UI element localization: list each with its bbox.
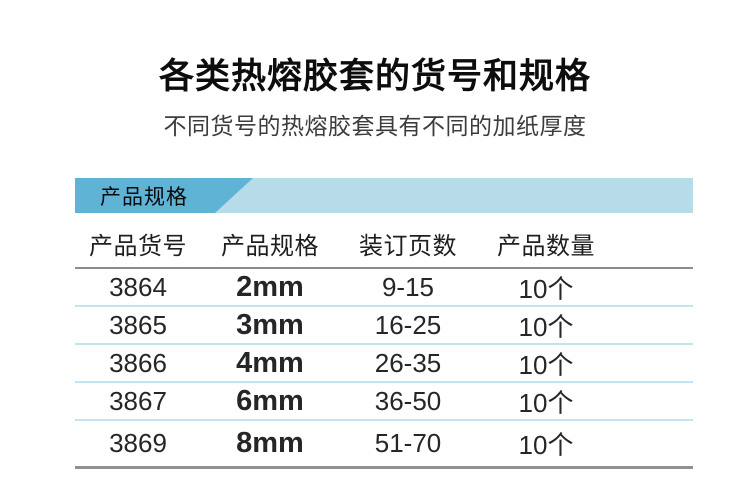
cell-product-code: 3864 — [109, 272, 167, 302]
cell-product-spec: 6mm — [236, 385, 304, 417]
column-header-binding-pages: 装订页数 — [359, 233, 457, 260]
column-header-product-spec: 产品规格 — [221, 233, 319, 260]
page-title: 各类热熔胶套的货号和规格 — [158, 57, 591, 96]
cell-product-spec: 3mm — [236, 309, 304, 341]
cell-product-spec: 4mm — [236, 347, 304, 379]
cell-product-quantity: 10个 — [518, 312, 574, 342]
table-row: 3867 6mm 36-50 10个 — [75, 383, 693, 421]
table-row: 3864 2mm 9-15 10个 — [75, 269, 693, 307]
cell-product-code: 3865 — [109, 310, 167, 340]
page-subtitle: 不同货号的热熔胶套具有不同的加纸厚度 — [163, 113, 587, 139]
cell-product-quantity: 10个 — [518, 430, 574, 460]
cell-binding-pages: 16-25 — [374, 310, 442, 340]
cell-binding-pages: 9-15 — [381, 272, 435, 302]
cell-product-quantity: 10个 — [518, 388, 574, 418]
cell-binding-pages: 26-35 — [374, 348, 442, 378]
cell-binding-pages: 36-50 — [374, 386, 442, 416]
table-row: 3869 8mm 51-70 10个 — [75, 421, 693, 469]
section-banner-label: 产品规格 — [100, 185, 188, 209]
cell-product-spec: 8mm — [236, 427, 304, 459]
column-header-product-quantity: 产品数量 — [497, 233, 595, 260]
table-row: 3865 3mm 16-25 10个 — [75, 307, 693, 345]
cell-product-code: 3867 — [109, 386, 167, 416]
table-header-row: 产品货号 产品规格 装订页数 产品数量 — [75, 213, 693, 269]
cell-product-code: 3869 — [109, 428, 167, 458]
section-banner: 产品规格 — [75, 178, 693, 213]
cell-product-quantity: 10个 — [518, 350, 574, 380]
table-row: 3866 4mm 26-35 10个 — [75, 345, 693, 383]
column-header-product-code: 产品货号 — [89, 233, 187, 260]
cell-product-code: 3866 — [109, 348, 167, 378]
product-spec-section: 产品规格 产品货号 产品规格 装订页数 产品数量 3864 2mm 9-15 1… — [75, 178, 693, 469]
cell-product-quantity: 10个 — [518, 274, 574, 304]
cell-product-spec: 2mm — [236, 271, 304, 303]
cell-binding-pages: 51-70 — [374, 428, 442, 458]
